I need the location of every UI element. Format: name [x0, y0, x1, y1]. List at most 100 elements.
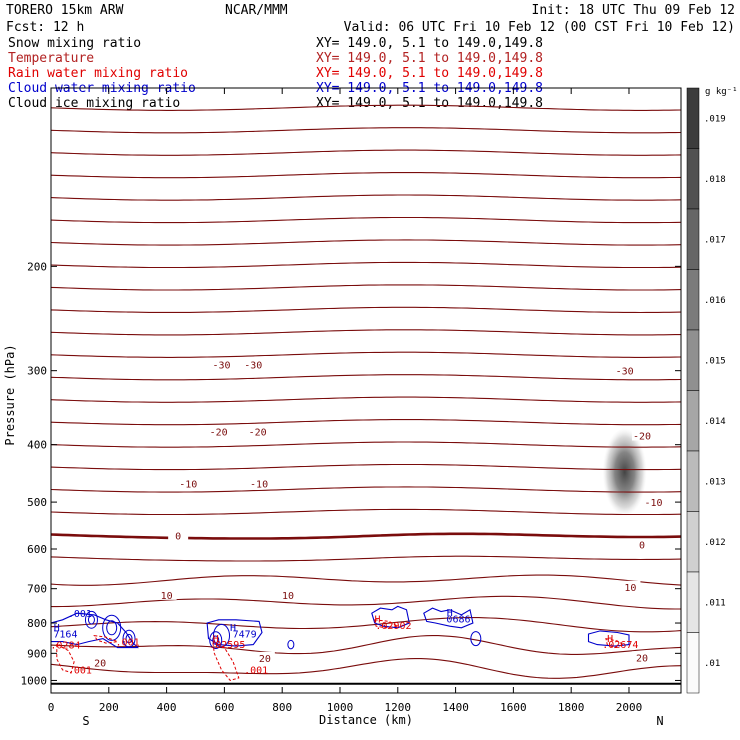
x-tick-label: 800 [272, 701, 292, 714]
rain-water-contour [93, 634, 118, 644]
colorbar-segment [686, 208, 700, 270]
isotherm-line [51, 486, 681, 493]
x-axis-title: Distance (km) [319, 713, 413, 727]
cloud-water-label: .001 [68, 609, 92, 620]
cloud-water-label: 7479 [233, 630, 257, 641]
temperature-label: -10 [179, 479, 197, 490]
x-tick-label: 1200 [385, 701, 412, 714]
y-tick-label: 400 [27, 439, 47, 452]
isotherm-line [51, 374, 681, 381]
isotherm-line [51, 351, 681, 358]
temperature-label: -10 [250, 479, 268, 490]
plot-frame [50, 87, 682, 694]
temperature-label: -20 [249, 427, 267, 438]
x-tick-label: 1600 [500, 701, 527, 714]
cloud-water-contour [122, 629, 136, 648]
legend-xy-temperature: XY= 149.0, 5.1 to 149.0,149.8 [316, 51, 543, 66]
temperature-label: -10 [645, 498, 663, 509]
cloud-water-label: 7164 [53, 630, 77, 641]
y-tick-label: 500 [27, 496, 47, 509]
isotherm-line [51, 127, 681, 134]
colorbar-tick-label: .016 [704, 296, 726, 306]
rain-water-label: H [213, 634, 219, 645]
temperature-label: -20 [633, 432, 651, 443]
cloud-water-label: H [54, 623, 60, 634]
rain-water-label: H [375, 614, 381, 625]
temperature-label-bg [168, 529, 189, 541]
x-tick-label: 600 [214, 701, 234, 714]
legend-label-temperature: Temperature [8, 51, 94, 66]
temperature-label: 20 [636, 653, 648, 664]
rain-water-label: H [607, 634, 613, 645]
cloud-water-contour [209, 631, 223, 650]
y-tick-label: 800 [27, 617, 47, 630]
rain-water-label: .001 [244, 665, 268, 676]
rain-water-label: .02674 [602, 640, 638, 651]
temperature-label: 10 [624, 583, 636, 594]
isotherm-line [51, 261, 681, 269]
temperature-label-bg [631, 651, 652, 663]
init-time: Init: 18 UTC Thu 09 Feb 12 [532, 3, 736, 18]
snow-shading [602, 428, 647, 517]
temperature-label-bg [243, 358, 264, 370]
cloud-water-contour [102, 614, 122, 641]
colorbar-tick-label: .013 [704, 477, 726, 487]
isotherm-line [51, 172, 681, 179]
colorbar-tick-label: .015 [704, 356, 726, 366]
temperature-label-bg [211, 358, 232, 370]
cloud-water-contour [287, 639, 295, 650]
colorbar-unit: g kg⁻¹ [705, 87, 738, 97]
y-axis-title: Pressure (hPa) [3, 344, 17, 445]
temperature-label: -20 [210, 427, 228, 438]
isotherm-line [51, 595, 681, 610]
cloud-water-label: H [447, 608, 453, 619]
y-tick-label: 700 [27, 583, 47, 596]
temperature-label-bg [247, 425, 268, 437]
cloud-water-contour [51, 612, 139, 649]
colorbar-segment [686, 450, 700, 512]
x-tick-label: 400 [157, 701, 177, 714]
temperature-label: 20 [94, 658, 106, 669]
colorbar-tick-label: .01 [704, 659, 720, 669]
rain-water-label: .02595 [209, 640, 245, 651]
temperature-label: -30 [212, 361, 230, 372]
temperature-label: 20 [259, 654, 271, 665]
isotherm-line [51, 441, 681, 448]
cloud-water-contour [371, 605, 410, 629]
temperature-label-bg [249, 477, 270, 489]
x-tick-label: 0 [48, 701, 55, 714]
temperature-label: -30 [616, 367, 634, 378]
rain-water-label: .001 [68, 665, 92, 676]
isotherm-line [51, 508, 681, 516]
cloud-water-contour [84, 610, 98, 629]
x-tick-label: 200 [99, 701, 119, 714]
rain-water-contour [605, 637, 625, 649]
isotherm-line [51, 555, 681, 562]
valid-time: Valid: 06 UTC Fri 10 Feb 12 (00 CST Fri … [344, 20, 735, 35]
isotherm-line [51, 463, 681, 471]
legend-xy-rain: XY= 149.0, 5.1 to 149.0,149.8 [316, 66, 543, 81]
temperature-label: 0 [639, 541, 645, 552]
isotherm-line [51, 104, 681, 111]
forecast-hour: Fcst: 12 h [6, 20, 84, 35]
cloud-water-contour [106, 620, 118, 636]
temperature-label-bg [277, 588, 298, 600]
isotherm-line [51, 617, 681, 633]
colorbar-segment [686, 269, 700, 331]
isotherm-line [51, 284, 681, 291]
cloud-water-contour [212, 635, 220, 645]
rain-water-contour [374, 619, 400, 629]
colorbar-tick-label: .018 [704, 175, 726, 185]
x-end-label-north: N [656, 714, 663, 728]
isotherm-line [51, 635, 681, 655]
temperature-label-bg [156, 588, 177, 600]
colorbar-segment [686, 390, 700, 452]
plot-area [51, 104, 681, 685]
temperature-label-bg [631, 538, 652, 550]
temperature-label: -30 [244, 361, 262, 372]
colorbar-segment [686, 329, 700, 391]
isotherm-line [51, 658, 681, 679]
colorbar-segment [686, 148, 700, 210]
y-tick-label: 300 [27, 365, 47, 378]
